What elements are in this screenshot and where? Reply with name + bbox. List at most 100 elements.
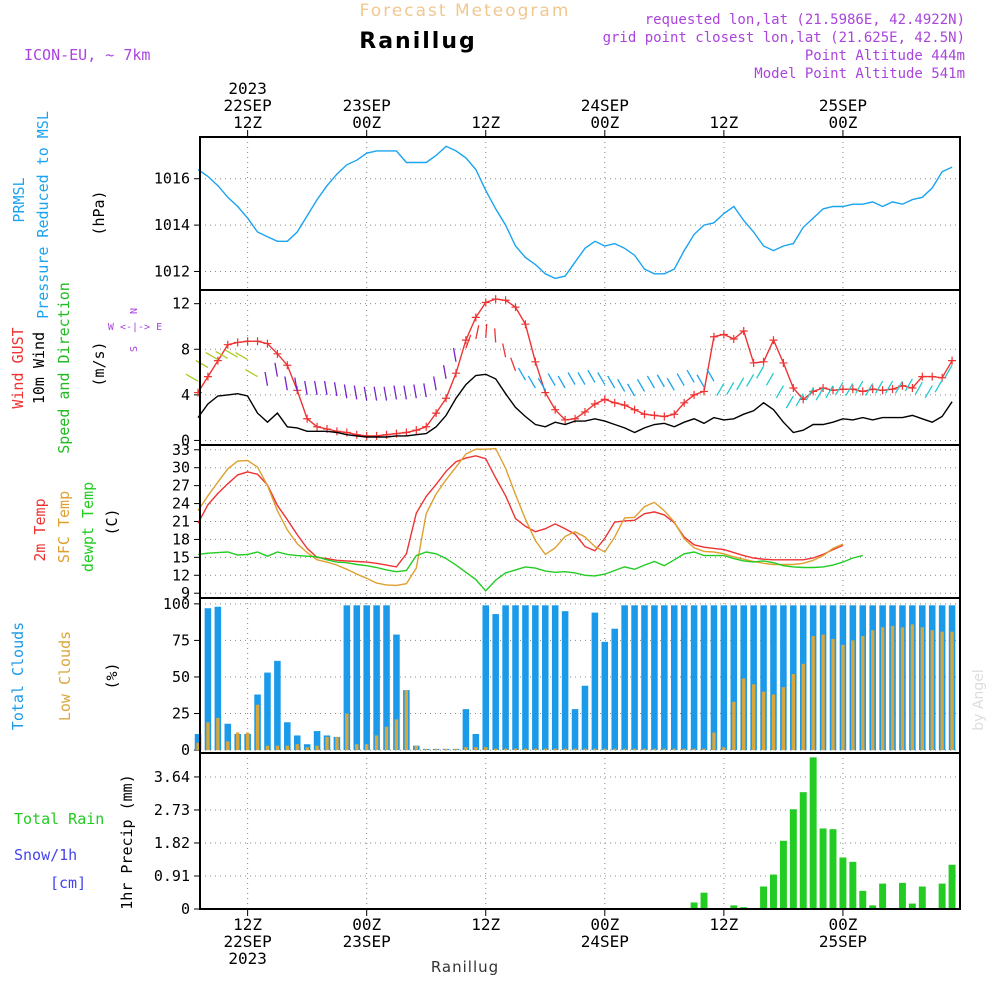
low-cloud-bar [196,742,200,751]
wind-direction-arrow [245,369,258,378]
wind-direction-arrow [393,385,398,400]
gust-marker [233,338,242,347]
bottom-time-label: 12Z [471,915,500,934]
gust-marker [273,349,282,358]
wind-direction-arrow [433,376,437,391]
low-cloud-bar [861,636,865,751]
wind-direction-arrow [914,381,923,395]
rain-bar [690,902,698,909]
low-cloud-bar [414,745,418,751]
y-tick-label: 1.82 [154,834,190,852]
bottom-time-label: 25SEP [819,932,867,951]
y-tick-label: 3.64 [154,768,190,786]
total-cloud-bar [462,709,470,751]
total-cloud-bar [581,685,589,751]
wind-direction-arrow [855,380,864,394]
low-cloud-bar [384,726,389,751]
y-tick-label: 9 [181,584,190,602]
wind-direction-arrow [706,368,715,382]
wind-direction-arrow [765,372,775,386]
y-tick-label: 50 [172,668,190,686]
y-tick-label: 1016 [154,170,190,188]
10m-wind-line [197,373,953,438]
gust-marker [531,357,540,366]
gust-marker [610,398,619,407]
rain-bar [879,883,887,909]
dewpt-temp-line [197,551,863,592]
wind-direction-arrow [795,393,804,407]
gust-marker [680,398,689,407]
wind-direction-arrow [475,325,480,340]
gust-marker [501,296,510,305]
wind-direction-arrow [636,378,646,392]
wind-direction-arrow [716,383,725,396]
low-cloud-bar [424,748,428,751]
wind-unit: (m/s) [90,341,108,386]
y-tick-label: 12 [172,566,190,584]
low-cloud-bar [573,748,577,751]
wind-direction-arrow [494,328,497,343]
top-time-label: 2023 [228,79,267,98]
low-cloud-bar [662,748,667,751]
precip-label-snow: Snow/1h [14,846,77,864]
gust-marker [263,339,272,348]
wind-direction-arrow [785,395,794,409]
total-cloud-bar [750,605,757,751]
total-cloud-bar [551,605,559,751]
temp-label-sfc: SFC Temp [55,491,73,563]
bottom-time-label: 00Z [352,915,381,934]
y-tick-label: 1014 [154,216,190,234]
wind-direction-arrow [465,334,472,349]
footer-location: Ranillug [431,958,499,976]
gust-marker [729,335,738,344]
gust-marker [491,295,500,304]
wind-direction-arrow [646,375,655,389]
gust-marker [412,426,421,435]
low-cloud-bar [801,663,805,751]
wind-direction-arrow [195,359,209,369]
2m-temp-line [197,455,844,568]
total-cloud-bar [214,606,222,751]
rain-bar [779,840,787,909]
bottom-time-label: 12Z [233,915,262,934]
gust-marker [481,298,490,307]
low-cloud-bar [851,640,855,751]
low-cloud-bar [821,634,825,751]
low-cloud-bar [613,748,617,751]
total-cloud-bar [611,628,618,751]
bottom-time-label: 22SEP [224,932,272,951]
gust-marker [700,387,709,396]
watermark: by Angel [971,669,987,730]
low-cloud-bar [236,732,240,751]
gust-marker [908,384,917,393]
location-title: Ranillug [359,29,476,54]
wind-direction-arrow [185,373,199,382]
wind-labels: Wind GUST 10m Wind Speed and Direction (… [9,282,162,454]
top-time-label: 00Z [590,113,619,132]
gust-marker [213,356,222,365]
wind-direction-arrow [353,385,358,400]
low-cloud-bar [474,747,478,751]
wind-direction-arrow [442,364,447,380]
wind-direction-arrow [537,377,546,391]
bottom-time-label: 24SEP [581,932,629,951]
low-cloud-bar [563,748,567,751]
wind-direction-arrow [835,381,844,395]
low-cloud-bar [206,722,210,751]
low-cloud-bar [712,732,716,751]
wind-label-10m: 10m Wind [30,332,48,404]
low-cloud-bar [464,747,468,751]
gust-marker [203,372,212,381]
gust-marker [283,361,292,370]
total-cloud-bar [313,731,321,751]
gust-marker [432,409,441,418]
total-cloud-bar [651,605,658,751]
gust-marker [660,412,669,421]
wind-label-direction: Speed and Direction [55,282,73,454]
gust-marker [759,357,768,366]
total-cloud-bar [293,735,301,751]
total-cloud-bar [482,605,490,751]
rain-bar [829,829,837,909]
gust-marker [511,303,520,312]
